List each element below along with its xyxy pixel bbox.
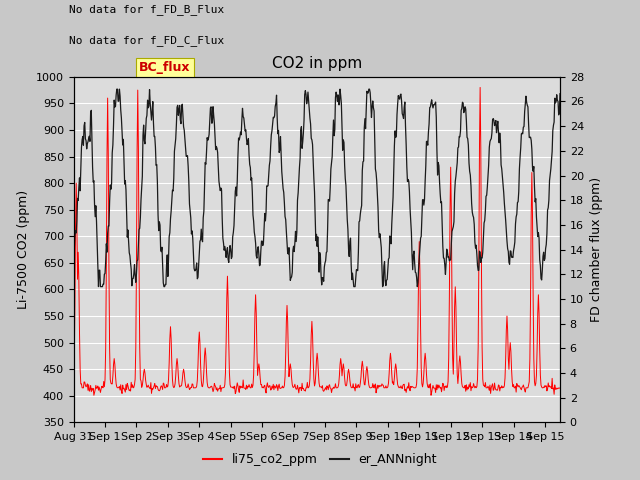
Y-axis label: FD chamber flux (ppm): FD chamber flux (ppm): [589, 177, 602, 322]
Y-axis label: Li-7500 CO2 (ppm): Li-7500 CO2 (ppm): [17, 190, 30, 309]
Text: No data for f_FD_C_Flux: No data for f_FD_C_Flux: [68, 36, 224, 46]
Title: CO2 in ppm: CO2 in ppm: [271, 57, 362, 72]
Text: BC_flux: BC_flux: [140, 61, 191, 74]
Legend: li75_co2_ppm, er_ANNnight: li75_co2_ppm, er_ANNnight: [198, 448, 442, 471]
Text: No data for f_FD_B_Flux: No data for f_FD_B_Flux: [68, 4, 224, 15]
